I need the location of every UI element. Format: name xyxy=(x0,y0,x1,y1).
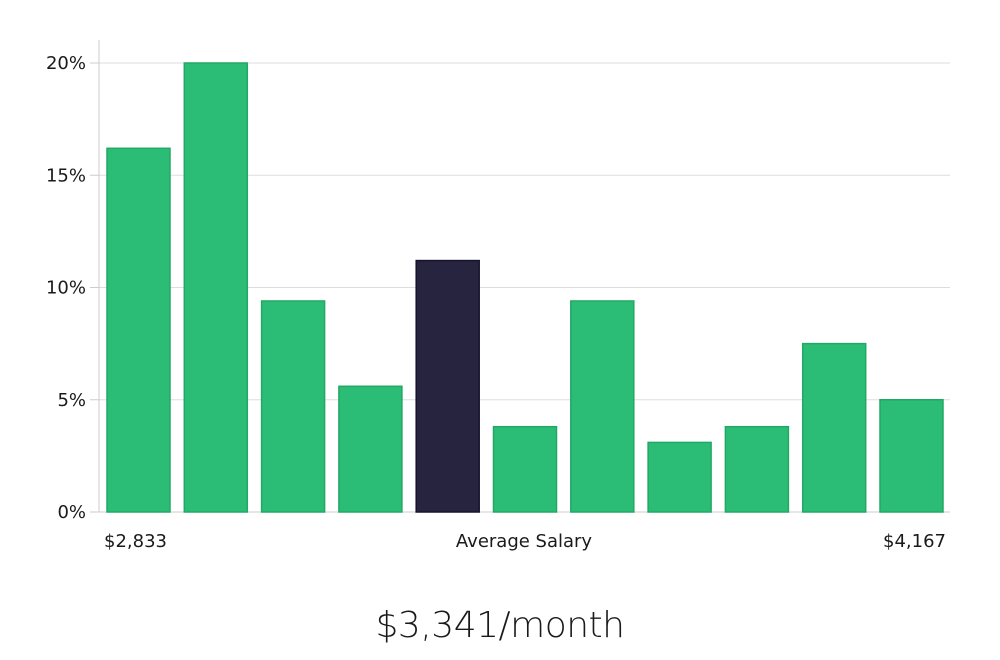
bar xyxy=(338,385,403,513)
y-tick-label: 5% xyxy=(57,390,86,411)
monthly-salary-headline: $3,341/month xyxy=(375,605,625,646)
bar xyxy=(801,342,867,513)
y-tick-label: 10% xyxy=(46,278,86,299)
bar xyxy=(570,300,635,513)
salary-distribution-chart: 0% 5% 10% 15% 20% $2,833 Average Salary $4,167 xyxy=(46,40,950,552)
bar xyxy=(260,300,326,513)
bar xyxy=(879,399,944,513)
y-tick-label: 15% xyxy=(46,165,86,186)
bar xyxy=(492,425,558,513)
y-tick-label: 0% xyxy=(57,502,86,523)
bar xyxy=(183,62,249,513)
chart-canvas: 0% 5% 10% 15% 20% $2,833 Average Salary $4,167 xyxy=(46,40,950,552)
bar xyxy=(724,425,790,513)
bar xyxy=(106,147,171,513)
bar xyxy=(647,441,712,513)
x-min-label: $2,833 xyxy=(104,531,167,552)
bar-highlighted xyxy=(415,259,480,513)
y-tick-label: 20% xyxy=(46,53,86,74)
x-max-label: $4,167 xyxy=(883,531,946,552)
x-axis-title: Average Salary xyxy=(456,531,593,552)
